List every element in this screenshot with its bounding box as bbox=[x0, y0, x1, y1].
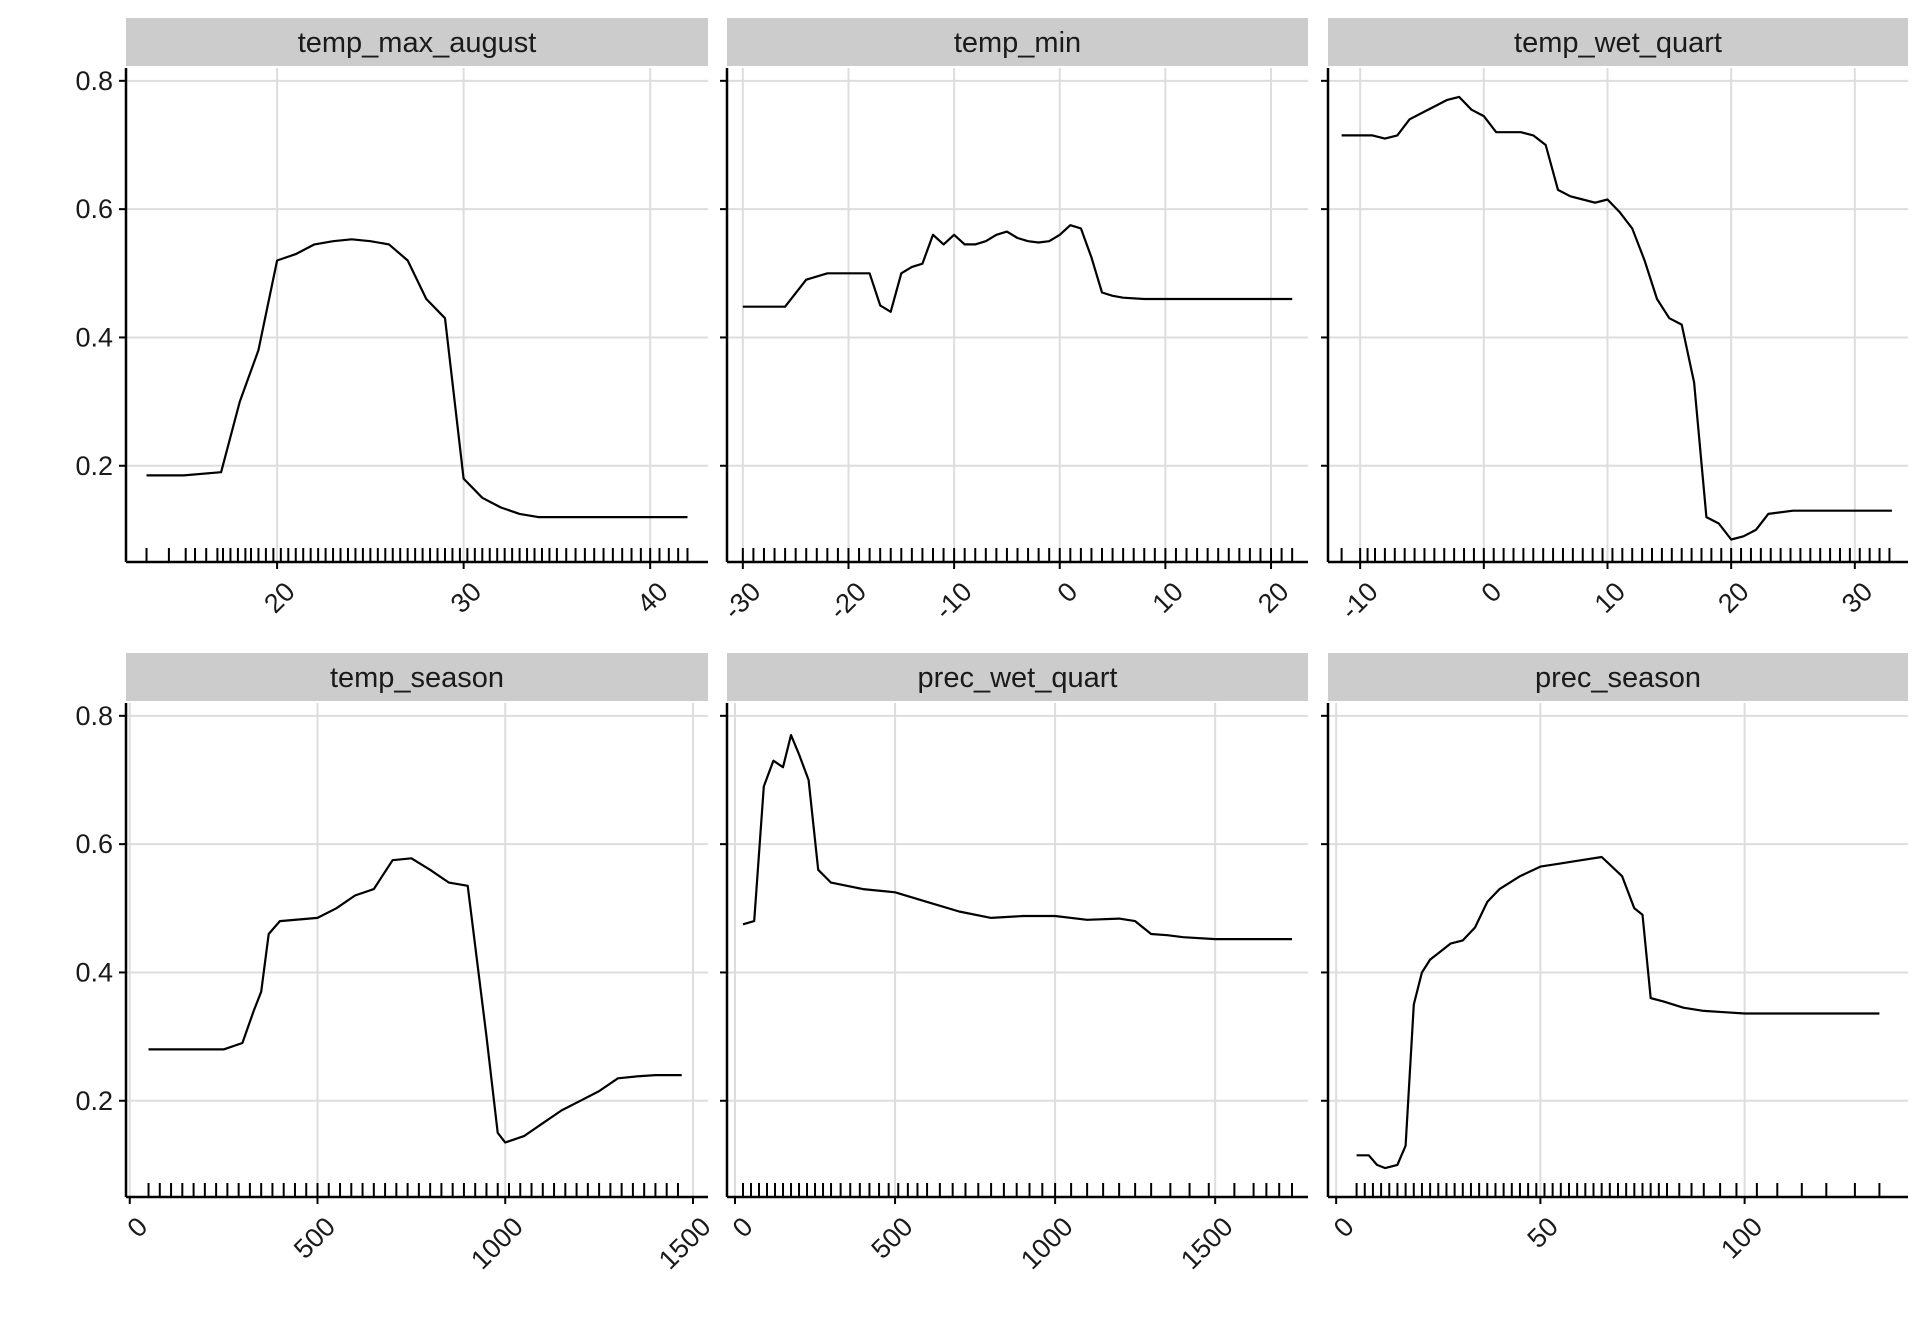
panel-title: temp_season bbox=[330, 662, 504, 694]
pd-curve bbox=[146, 238, 688, 519]
y-tick-label: 0.8 bbox=[75, 701, 113, 731]
y-tick-label: 0.6 bbox=[75, 829, 113, 859]
pd-curve bbox=[148, 857, 682, 1144]
panel-strip bbox=[727, 653, 1308, 701]
panel-title: temp_min bbox=[954, 27, 1081, 59]
pd-curve bbox=[742, 734, 1292, 941]
pd-curve bbox=[742, 224, 1293, 313]
panel-temp-wet-quart: temp_wet_quart-10 0 10 20 30 bbox=[1321, 18, 1908, 625]
panel-strip bbox=[727, 18, 1308, 66]
panel-strip bbox=[126, 653, 708, 701]
panel-title: prec_wet_quart bbox=[918, 662, 1118, 694]
panel-title: prec_season bbox=[1535, 662, 1701, 694]
y-tick-label: 0.8 bbox=[75, 66, 113, 96]
y-tick-label: 0.4 bbox=[75, 322, 113, 352]
y-tick-label: 0.2 bbox=[75, 1086, 113, 1116]
panel-title: temp_max_august bbox=[298, 27, 537, 59]
panel-temp-min: temp_min-30 -20 -10 0 10 20 bbox=[718, 18, 1308, 625]
pd-curve bbox=[1341, 95, 1892, 541]
panel-strip bbox=[1328, 18, 1908, 66]
y-tick-label: 0.2 bbox=[75, 451, 113, 481]
y-tick-label: 0.6 bbox=[75, 194, 113, 224]
panel-strip bbox=[126, 18, 708, 66]
panel-strip bbox=[1328, 653, 1908, 701]
y-tick-label: 0.4 bbox=[75, 957, 113, 987]
pd-curve bbox=[1356, 855, 1880, 1170]
panel-title: temp_wet_quart bbox=[1514, 27, 1722, 59]
